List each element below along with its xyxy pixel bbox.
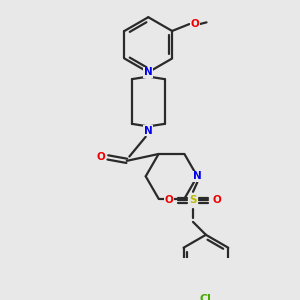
Text: O: O — [191, 19, 200, 29]
Text: N: N — [144, 126, 153, 136]
Text: O: O — [213, 195, 221, 206]
Text: S: S — [189, 195, 197, 206]
Text: N: N — [193, 171, 202, 181]
Text: Cl: Cl — [200, 294, 212, 300]
Text: O: O — [97, 152, 105, 162]
Text: N: N — [144, 67, 153, 77]
Text: O: O — [164, 195, 173, 206]
